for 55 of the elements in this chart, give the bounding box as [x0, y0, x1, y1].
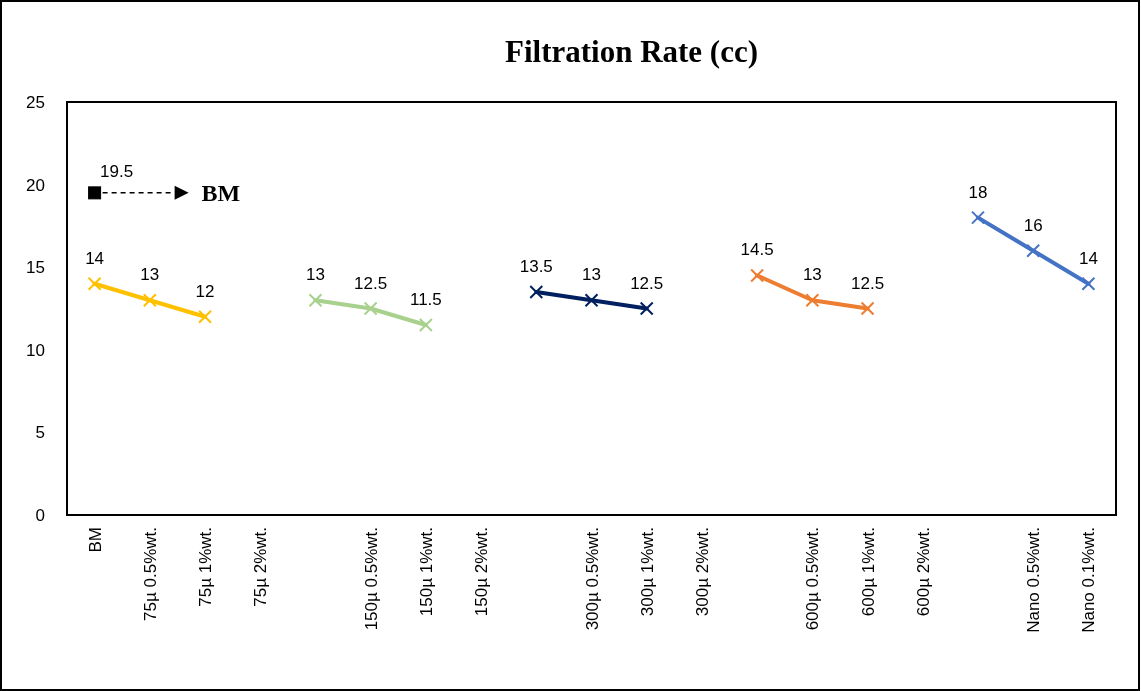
x-tick-label: 300µ 1%wt. [637, 527, 657, 617]
point [584, 293, 599, 308]
x-tick-label: Nano 0.5%wt. [1024, 527, 1044, 633]
data-label: 14.5 [740, 240, 774, 260]
data-label: 19.5 [100, 161, 134, 181]
point [970, 210, 985, 225]
x-tick-label: Nano 0.1%wt. [1079, 527, 1099, 633]
point [1026, 243, 1041, 258]
x-tick-label: 600µ 0.5%wt. [803, 527, 823, 631]
data-label: 13 [802, 265, 822, 285]
data-label: 13 [582, 265, 601, 285]
point [87, 276, 102, 291]
y-tick-label: 15 [26, 258, 45, 278]
point [198, 309, 213, 324]
y-tick-label: 0 [35, 505, 45, 525]
x-tick-label: 150µ 0.5%wt. [361, 527, 381, 631]
point [418, 318, 433, 333]
x-tick-label: 600µ 2%wt. [913, 527, 933, 617]
point [860, 301, 875, 316]
y-tick-label: 5 [35, 423, 45, 443]
y-tick-label: 10 [26, 340, 45, 360]
data-label: 14 [1078, 248, 1098, 268]
point [639, 301, 654, 316]
point [363, 301, 378, 316]
data-label: 13 [305, 265, 325, 285]
data-label: 12.5 [851, 273, 885, 293]
data-label: 13 [140, 265, 160, 285]
point [308, 293, 323, 308]
x-tick-label: 75µ 0.5%wt. [140, 527, 160, 621]
x-tick-label: 75µ 1%wt. [196, 527, 216, 607]
x-tick-label: 300µ 0.5%wt. [582, 527, 602, 631]
data-label: 13.5 [519, 256, 553, 276]
data-label: 14 [85, 248, 105, 268]
point [1081, 276, 1096, 291]
data-label: 18 [968, 182, 988, 202]
data-label: 11.5 [409, 290, 442, 310]
data-label: 12 [195, 281, 215, 301]
x-tick-label: BM [85, 527, 105, 553]
x-tick-label: 75µ 2%wt. [251, 527, 271, 607]
data-label: 16 [1023, 215, 1043, 235]
point [750, 268, 765, 283]
chart-title: Filtration Rate (cc) [504, 34, 759, 69]
point [88, 186, 102, 200]
point [142, 293, 157, 308]
x-tick-label: 600µ 1%wt. [858, 527, 878, 617]
point [805, 293, 820, 308]
x-tick-label: 300µ 2%wt. [692, 527, 712, 617]
data-label: 12.5 [630, 273, 664, 293]
x-tick-label: 150µ 1%wt. [416, 527, 436, 617]
y-tick-label: 25 [26, 92, 45, 112]
annotation: BM [201, 180, 241, 207]
point [529, 284, 544, 299]
data-label: 12.5 [354, 273, 388, 293]
x-tick-label: 150µ 2%wt. [472, 527, 492, 617]
y-tick-label: 20 [26, 175, 45, 195]
